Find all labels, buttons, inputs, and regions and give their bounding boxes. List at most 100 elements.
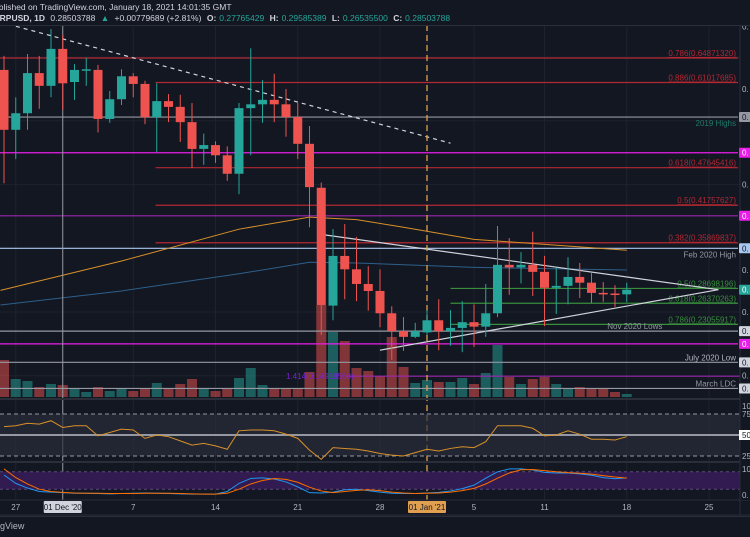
candle-down[interactable] <box>340 255 350 270</box>
candle-down[interactable] <box>587 282 596 293</box>
candle-down[interactable] <box>598 292 608 295</box>
candle-down[interactable] <box>305 143 314 188</box>
time-axis-tag-label: 01 Dec '20 <box>44 503 83 512</box>
candle-down[interactable] <box>610 293 620 296</box>
candle-down[interactable] <box>0 69 9 130</box>
volume-bar <box>116 388 127 397</box>
candle-up[interactable] <box>457 322 467 328</box>
candle-down[interactable] <box>269 99 279 105</box>
volume-bar <box>504 377 515 397</box>
candle-up[interactable] <box>481 313 491 327</box>
candle-up[interactable] <box>258 99 267 105</box>
candle-up[interactable] <box>152 101 162 118</box>
price-axis-tag <box>739 284 750 295</box>
candle-up[interactable] <box>234 108 244 174</box>
candle-up[interactable] <box>105 99 115 119</box>
level-label: 0.5(0.41757627) <box>677 196 736 205</box>
candle-down[interactable] <box>93 69 103 119</box>
candle-down[interactable] <box>528 264 538 272</box>
price-axis-tag-label: 0. <box>742 358 749 367</box>
candle-up[interactable] <box>81 69 91 71</box>
candle-up[interactable] <box>551 285 561 288</box>
candle-down[interactable] <box>375 290 385 314</box>
candle-down[interactable] <box>387 313 397 332</box>
candle-up[interactable] <box>422 320 432 333</box>
time-axis-tag <box>408 501 446 513</box>
candle-down[interactable] <box>540 271 549 288</box>
candle-down[interactable] <box>222 155 232 174</box>
triangle-lower-line[interactable] <box>379 289 719 351</box>
candle-down[interactable] <box>58 48 68 84</box>
high-label: H: <box>269 13 279 23</box>
candle-up[interactable] <box>46 48 56 86</box>
candle-up[interactable] <box>23 73 32 114</box>
candle-up[interactable] <box>117 76 126 100</box>
candle-down[interactable] <box>175 106 185 123</box>
time-axis-label: 28 <box>376 503 385 512</box>
candle-down[interactable] <box>399 331 408 337</box>
downtrend-line[interactable] <box>0 21 451 144</box>
volume-bar <box>551 384 562 397</box>
volume-bar <box>363 371 374 397</box>
rsi-line <box>3 420 627 461</box>
symbol-interval[interactable]: XRPUSD, 1D <box>0 13 46 23</box>
candle-up[interactable] <box>199 145 209 149</box>
pane-separator[interactable] <box>0 461 750 463</box>
candle-up[interactable] <box>622 289 632 295</box>
volume-bar <box>281 389 291 397</box>
candle-up[interactable] <box>410 331 420 337</box>
tradingview-brand[interactable]: gView <box>0 521 25 531</box>
volume-bar <box>339 341 350 397</box>
price-axis-label: 0. <box>742 181 749 190</box>
price-axis-label: 0. <box>742 372 749 381</box>
candle-down[interactable] <box>128 76 138 84</box>
candle-up[interactable] <box>246 104 256 109</box>
candle-down[interactable] <box>187 122 197 149</box>
candle-up[interactable] <box>446 327 455 332</box>
candle-down[interactable] <box>434 320 444 332</box>
volume-bar <box>128 391 139 397</box>
candle-down[interactable] <box>316 187 326 305</box>
price-axis-tag-label: 0. <box>742 212 749 221</box>
candle-down[interactable] <box>164 101 173 107</box>
price-axis-tag <box>739 243 750 254</box>
price-axis-tag <box>739 326 750 337</box>
candle-up[interactable] <box>493 264 502 314</box>
price-axis-tag-label: 0. <box>742 113 749 122</box>
candle-down[interactable] <box>363 283 373 291</box>
volume-bar <box>163 388 174 397</box>
candle-down[interactable] <box>469 322 479 327</box>
candle-up[interactable] <box>70 69 79 83</box>
time-axis-label: 18 <box>622 503 631 512</box>
price-axis-tag <box>739 147 750 158</box>
price-axis-tag <box>739 383 750 394</box>
rsi-axis-label: 25 <box>742 452 750 461</box>
volume-bar <box>621 394 632 397</box>
candle-down[interactable] <box>352 269 361 284</box>
low-value: 0.26535500 <box>342 13 388 23</box>
price-axis-tag-label: 0. <box>742 327 749 336</box>
time-axis-label: 5 <box>472 503 477 512</box>
triangle-upper-line[interactable] <box>319 233 719 291</box>
time-axis-label: 14 <box>211 503 220 512</box>
price-axis[interactable] <box>740 25 750 500</box>
pane-separator[interactable] <box>0 398 750 400</box>
volume-bar <box>598 389 609 397</box>
candle-down[interactable] <box>504 264 514 268</box>
volume-bar <box>292 389 303 397</box>
volume-bar <box>469 384 479 397</box>
candle-down[interactable] <box>34 73 44 86</box>
volume-bar <box>457 378 468 397</box>
candle-up[interactable] <box>563 276 573 286</box>
candle-down[interactable] <box>575 276 585 283</box>
candle-down[interactable] <box>140 83 150 118</box>
last-price: 0.28503788 <box>50 13 96 23</box>
candle-down[interactable] <box>293 117 303 144</box>
candle-up[interactable] <box>328 255 338 306</box>
candle-up[interactable] <box>11 113 21 130</box>
candle-down[interactable] <box>281 104 291 118</box>
low-label: L: <box>331 13 340 23</box>
candle-down[interactable] <box>211 145 220 156</box>
candle-up[interactable] <box>516 264 526 268</box>
